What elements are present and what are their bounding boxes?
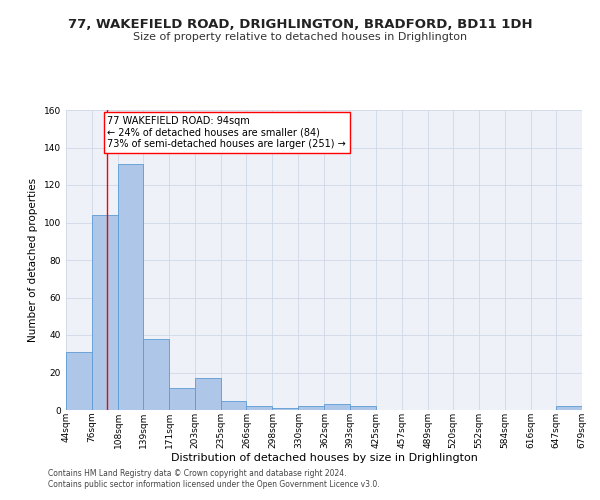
Bar	[92, 215, 118, 410]
Bar	[325, 404, 350, 410]
X-axis label: Distribution of detached houses by size in Drighlington: Distribution of detached houses by size …	[170, 454, 478, 464]
Bar	[272, 408, 298, 410]
Bar	[169, 388, 195, 410]
Text: Contains public sector information licensed under the Open Government Licence v3: Contains public sector information licen…	[48, 480, 380, 489]
Bar	[556, 406, 582, 410]
Text: 77, WAKEFIELD ROAD, DRIGHLINGTON, BRADFORD, BD11 1DH: 77, WAKEFIELD ROAD, DRIGHLINGTON, BRADFO…	[68, 18, 532, 30]
Bar	[66, 352, 92, 410]
Bar	[221, 400, 247, 410]
Bar	[118, 164, 143, 410]
Bar	[247, 406, 272, 410]
Bar	[298, 406, 325, 410]
Bar	[143, 339, 169, 410]
Y-axis label: Number of detached properties: Number of detached properties	[28, 178, 38, 342]
Text: Contains HM Land Registry data © Crown copyright and database right 2024.: Contains HM Land Registry data © Crown c…	[48, 468, 347, 477]
Text: Size of property relative to detached houses in Drighlington: Size of property relative to detached ho…	[133, 32, 467, 42]
Text: 77 WAKEFIELD ROAD: 94sqm
← 24% of detached houses are smaller (84)
73% of semi-d: 77 WAKEFIELD ROAD: 94sqm ← 24% of detach…	[107, 116, 346, 149]
Bar	[350, 406, 376, 410]
Bar	[195, 378, 221, 410]
